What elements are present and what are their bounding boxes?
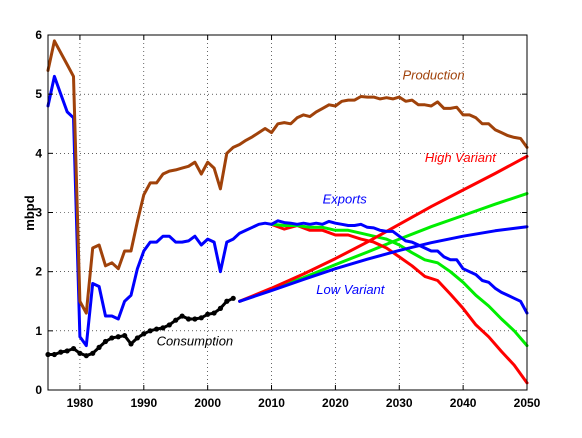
y-tick-label: 2 [35,265,42,279]
series-consumption-point [147,328,153,334]
series-consumption-point [115,334,121,340]
series-consumption-point [205,311,211,317]
series-layer [45,39,529,385]
series-consumption-point [58,349,64,355]
series-variant-6-line [270,222,529,385]
y-tick-label: 6 [35,28,42,42]
series-consumption-point [122,332,128,339]
series-consumption-point [102,338,109,345]
annotation-exports: Exports [323,192,368,207]
series-consumption-point [83,353,89,359]
series-consumption-point [64,348,70,354]
x-tick-label: 1980 [67,396,94,410]
x-tick-label: 1990 [130,396,157,410]
series-consumption-point [211,310,217,316]
series-consumption-point [198,315,204,321]
series-consumption-point [230,295,236,301]
y-axis-label: mbpd [22,195,37,230]
y-tick-label: 1 [35,324,42,338]
series-consumption-point [224,298,230,304]
x-tick-label: 2030 [386,396,413,410]
series-consumption-point [77,350,83,356]
x-tick-label: 2050 [514,396,541,410]
annotation-low-variant: Low Variant [316,282,386,297]
series-consumption-point [179,313,185,319]
plot-area [48,35,527,390]
series-consumption-point [96,344,102,350]
series-variant-7-line [270,222,529,348]
series-consumption-point [192,316,198,322]
series-consumption-point [166,322,172,328]
x-tick-label: 2000 [194,396,221,410]
series-consumption-point [153,326,160,332]
series-consumption-point [90,350,96,356]
y-tick-label: 3 [35,206,42,220]
x-tick-label: 2020 [322,396,349,410]
series-consumption-point [141,331,147,337]
y-tick-label: 5 [35,87,42,101]
series-consumption-point [185,316,192,322]
x-axis: 1980 1990 2000 2010 2020 2030 2040 2050 [67,35,541,410]
x-tick-label: 2010 [258,396,285,410]
annotations: Production High Variant Exports Low Variant… [157,67,498,348]
series-consumption-point [70,345,77,352]
series-consumption-point [51,351,57,358]
y-tick-label: 0 [35,383,42,397]
series-consumption-point [109,335,115,341]
series-consumption-point [160,325,166,331]
series-consumption-point [134,335,141,341]
series-high-variant-line [238,154,529,303]
y-tick-label: 4 [35,146,42,160]
annotation-high-variant: High Variant [425,150,497,165]
series-consumption-point [217,305,224,311]
series-low-variant-line [238,225,529,303]
x-tick-label: 2040 [450,396,477,410]
series-consumption-point [173,317,179,323]
series-exports-line [46,74,529,348]
y-axis: 0 1 2 3 4 5 6 [35,28,527,397]
series-production-line [46,39,529,315]
series-consumption-point [128,341,134,347]
annotation-consumption: Consumption [157,334,234,349]
annotation-production: Production [402,67,464,82]
